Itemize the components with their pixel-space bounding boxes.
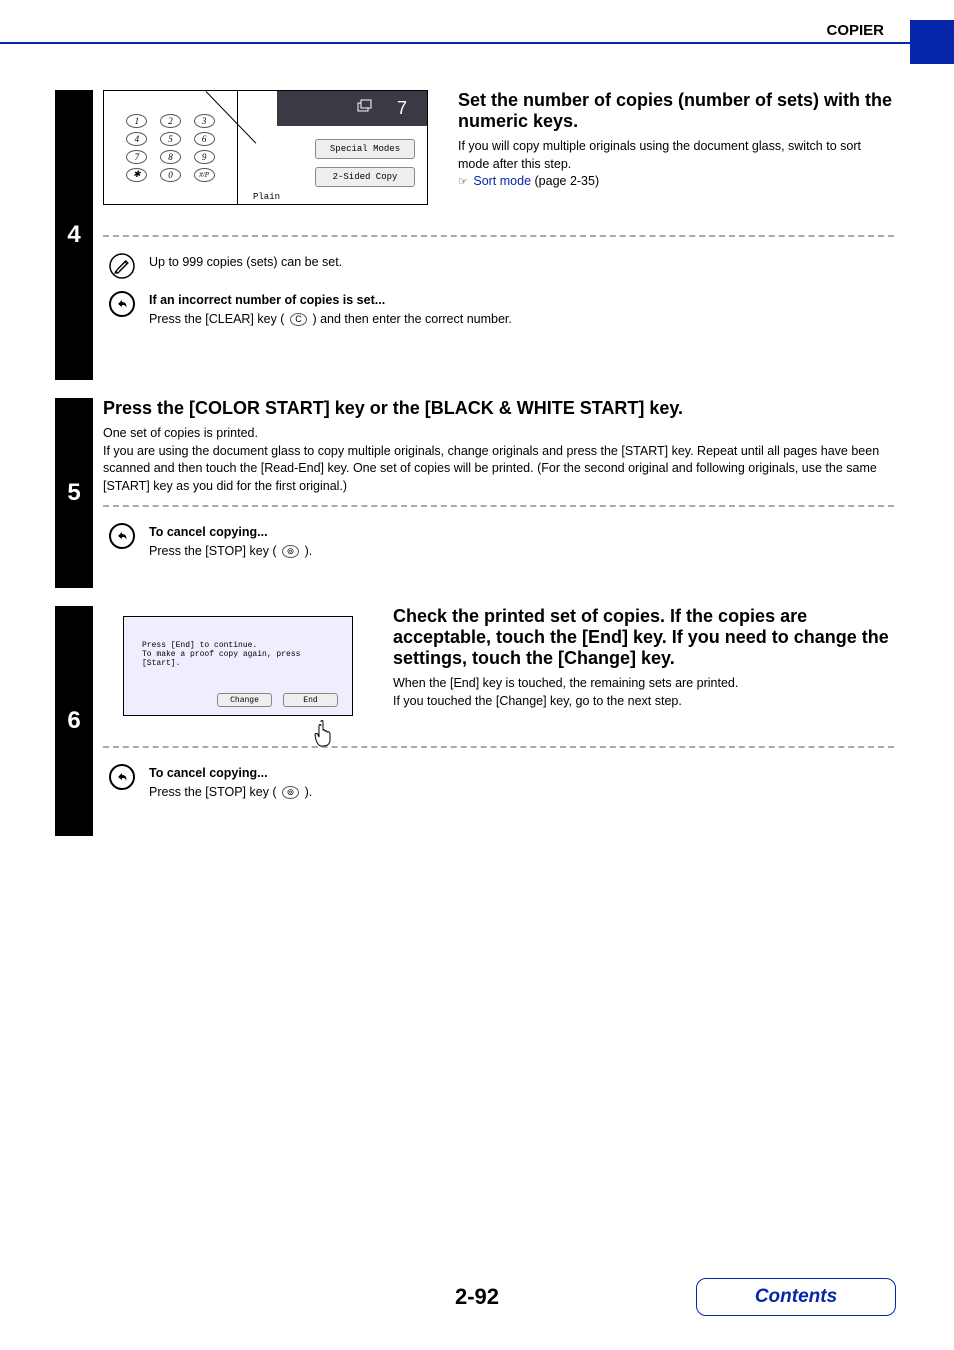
cancel-body-b: ). [305,544,313,558]
step-4-note-1: Up to 999 copies (sets) can be set. [103,247,894,285]
step-5-body: One set of copies is printed. If you are… [103,425,894,495]
page-content: 4 1 2 3 4 5 6 7 8 9 ✱ 0 [55,90,894,854]
step-6-cancel-note: To cancel copying... Press the [STOP] ke… [103,758,894,808]
contents-button[interactable]: Contents [696,1278,896,1316]
step-6-body1: When the [End] key is touched, the remai… [393,676,738,690]
keypad-key[interactable]: 2 [160,114,181,128]
step-5-number: 5 [55,398,93,588]
pointer-icon: ☞ [458,176,468,188]
step-5-cancel-note: To cancel copying... Press the [STOP] ke… [103,517,894,567]
step-4-title: Set the number of copies (number of sets… [458,90,894,132]
step-5: 5 Press the [COLOR START] key or the [BL… [55,398,894,588]
divider [103,505,894,507]
confirm-screen: Press [End] to continue. To make a proof… [123,616,353,716]
step-6-number: 6 [55,606,93,836]
step-6-body: When the [End] key is touched, the remai… [393,675,894,710]
step-4-note-2: If an incorrect number of copies is set.… [103,285,894,335]
keypad-key[interactable]: #/P [194,168,215,182]
cancel-note-text: To cancel copying... Press the [STOP] ke… [149,523,894,561]
screen-line-1: Press [End] to continue. [142,641,334,650]
stop-key-icon: ⊚ [282,786,299,799]
step-5-title: Press the [COLOR START] key or the [BLAC… [103,398,894,419]
page-footer: 2-92 Contents [0,1284,954,1310]
divider [103,235,894,237]
cancel-body-b: ). [305,785,313,799]
screen-line-2: To make a proof copy again, press [142,650,334,659]
keypad-key[interactable]: 1 [126,114,147,128]
header-tab [910,20,954,64]
end-button[interactable]: End [283,693,338,707]
clear-key-icon: C [290,313,307,326]
pencil-icon [109,253,135,279]
keypad-key[interactable]: 0 [160,168,181,182]
keypad-key[interactable]: 3 [194,114,215,128]
note-2-title: If an incorrect number of copies is set.… [149,291,894,310]
keypad-key[interactable]: ✱ [126,168,147,182]
note-2-body-b: ) and then enter the correct number. [312,312,511,326]
step-4: 4 1 2 3 4 5 6 7 8 9 ✱ 0 [55,90,894,380]
back-arrow-icon [109,764,135,790]
step-6-body2: If you touched the [Change] key, go to t… [393,694,682,708]
keypad-key[interactable]: 9 [194,150,215,164]
cancel-title: To cancel copying... [149,764,894,783]
sort-mode-link[interactable]: Sort mode [473,174,531,188]
stop-key-icon: ⊚ [282,545,299,558]
step-4-illustration: 1 2 3 4 5 6 7 8 9 ✱ 0 #/P [103,90,428,225]
divider [103,746,894,748]
step-5-line2: If you are using the document glass to c… [103,444,879,493]
keypad-key[interactable]: 8 [160,150,181,164]
back-arrow-icon [109,291,135,317]
hand-cursor-icon [311,718,337,748]
two-sided-copy-button[interactable]: 2-Sided Copy [315,167,415,187]
change-button[interactable]: Change [217,693,272,707]
keypad-key[interactable]: 5 [160,132,181,146]
section-label: COPIER [826,22,884,39]
page-number: 2-92 [455,1284,499,1309]
copy-count-value: 7 [397,98,407,119]
plain-label: Plain [253,192,280,202]
keypad-key[interactable]: 4 [126,132,147,146]
note-2-body-a: Press the [CLEAR] key ( [149,312,284,326]
cancel-body-a: Press the [STOP] key ( [149,544,277,558]
step-4-number: 4 [55,90,93,380]
sort-mode-page: (page 2-35) [531,174,599,188]
note-1-text: Up to 999 copies (sets) can be set. [149,253,894,272]
cancel-body-a: Press the [STOP] key ( [149,785,277,799]
copier-panel: 7 Special Modes 2-Sided Copy Plain [238,90,428,205]
header-bar: COPIER [0,20,954,44]
keypad-key[interactable]: 7 [126,150,147,164]
cancel-title: To cancel copying... [149,523,894,542]
back-arrow-icon [109,523,135,549]
keypad-key[interactable]: 6 [194,132,215,146]
step-6-illustration: Press [End] to continue. To make a proof… [103,606,373,736]
step-6-title: Check the printed set of copies. If the … [393,606,894,669]
step-4-body: If you will copy multiple originals usin… [458,138,894,191]
numeric-keypad: 1 2 3 4 5 6 7 8 9 ✱ 0 #/P [103,90,238,205]
screen-line-3: [Start]. [142,659,334,668]
note-2-text: If an incorrect number of copies is set.… [149,291,894,329]
copy-count-display: 7 [277,91,427,126]
cancel-note-text: To cancel copying... Press the [STOP] ke… [149,764,894,802]
step-6: 6 Press [End] to continue. To make a pro… [55,606,894,836]
step-4-body-text: If you will copy multiple originals usin… [458,139,861,171]
step-5-line1: One set of copies is printed. [103,426,258,440]
stack-icon [357,99,373,113]
special-modes-button[interactable]: Special Modes [315,139,415,159]
